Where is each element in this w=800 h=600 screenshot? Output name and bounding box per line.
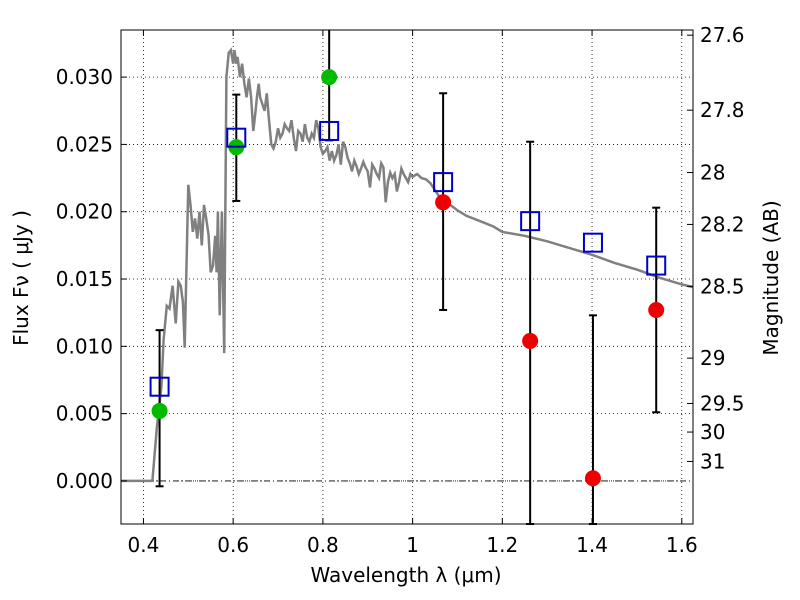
x-tick-label: 0.8: [307, 533, 339, 557]
model-point: [433, 172, 454, 193]
right-tick-label: 29.5: [700, 391, 745, 415]
detection-points: [151, 69, 338, 419]
model-point: [319, 120, 340, 141]
x-tick-label: 1.4: [576, 533, 608, 557]
x-axis-label: Wavelength λ (μm): [310, 563, 501, 587]
y-tick-label: 0.020: [56, 200, 113, 224]
right-tick-label: 28: [700, 161, 725, 185]
x-tick-labels: 0.4 0.6 0.8 1 1.2 1.4 1.6: [128, 533, 698, 557]
right-tick-label: 31: [700, 449, 725, 473]
x-tick-label: 0.6: [217, 533, 249, 557]
y-tick-label: 0.010: [56, 334, 113, 358]
model-point: [226, 127, 247, 148]
axis-ticks: [121, 30, 693, 524]
y-tick-label: 0.000: [56, 469, 113, 493]
y-axis-label: Flux Fν ( μJy ): [9, 210, 33, 346]
detection-point: [321, 69, 338, 86]
error-bars: [155, 30, 661, 525]
model-point: [582, 232, 603, 253]
right-tick-label: 28.2: [700, 212, 745, 236]
right-tick-label: 27.6: [700, 23, 745, 47]
model-point: [520, 211, 541, 232]
plot-frame: [120, 29, 694, 525]
upper-limit-point: [522, 332, 539, 349]
model-point: [646, 255, 667, 276]
upper-limit-points: [435, 194, 665, 487]
y-tick-labels: 0.000 0.005 0.010 0.015 0.020 0.025 0.030: [56, 65, 113, 493]
right-tick-label: 27.8: [700, 98, 745, 122]
model-photometry-points: [149, 120, 667, 397]
model-point: [149, 376, 170, 397]
upper-limit-point: [584, 470, 601, 487]
right-tick-label: 29: [700, 346, 725, 370]
right-axis-tick-labels: 27.6 27.8 28 28.2 28.5 29 29.5 30 31: [700, 23, 745, 473]
y-tick-label: 0.025: [56, 132, 113, 156]
x-tick-label: 1.6: [666, 533, 698, 557]
right-axis-label: Magnitude (AB): [759, 200, 783, 355]
detection-point: [151, 402, 168, 419]
grid: [121, 30, 693, 524]
x-tick-label: 1: [406, 533, 419, 557]
model-spectrum-line: [121, 47, 694, 483]
x-tick-label: 0.4: [128, 533, 160, 557]
right-tick-label: 28.5: [700, 274, 745, 298]
upper-limit-point: [648, 301, 665, 318]
y-tick-label: 0.005: [56, 402, 113, 426]
y-tick-label: 0.015: [56, 267, 113, 291]
upper-limit-point: [435, 194, 452, 211]
x-tick-label: 1.2: [486, 533, 518, 557]
right-tick-label: 30: [700, 420, 725, 444]
y-tick-label: 0.030: [56, 65, 113, 89]
